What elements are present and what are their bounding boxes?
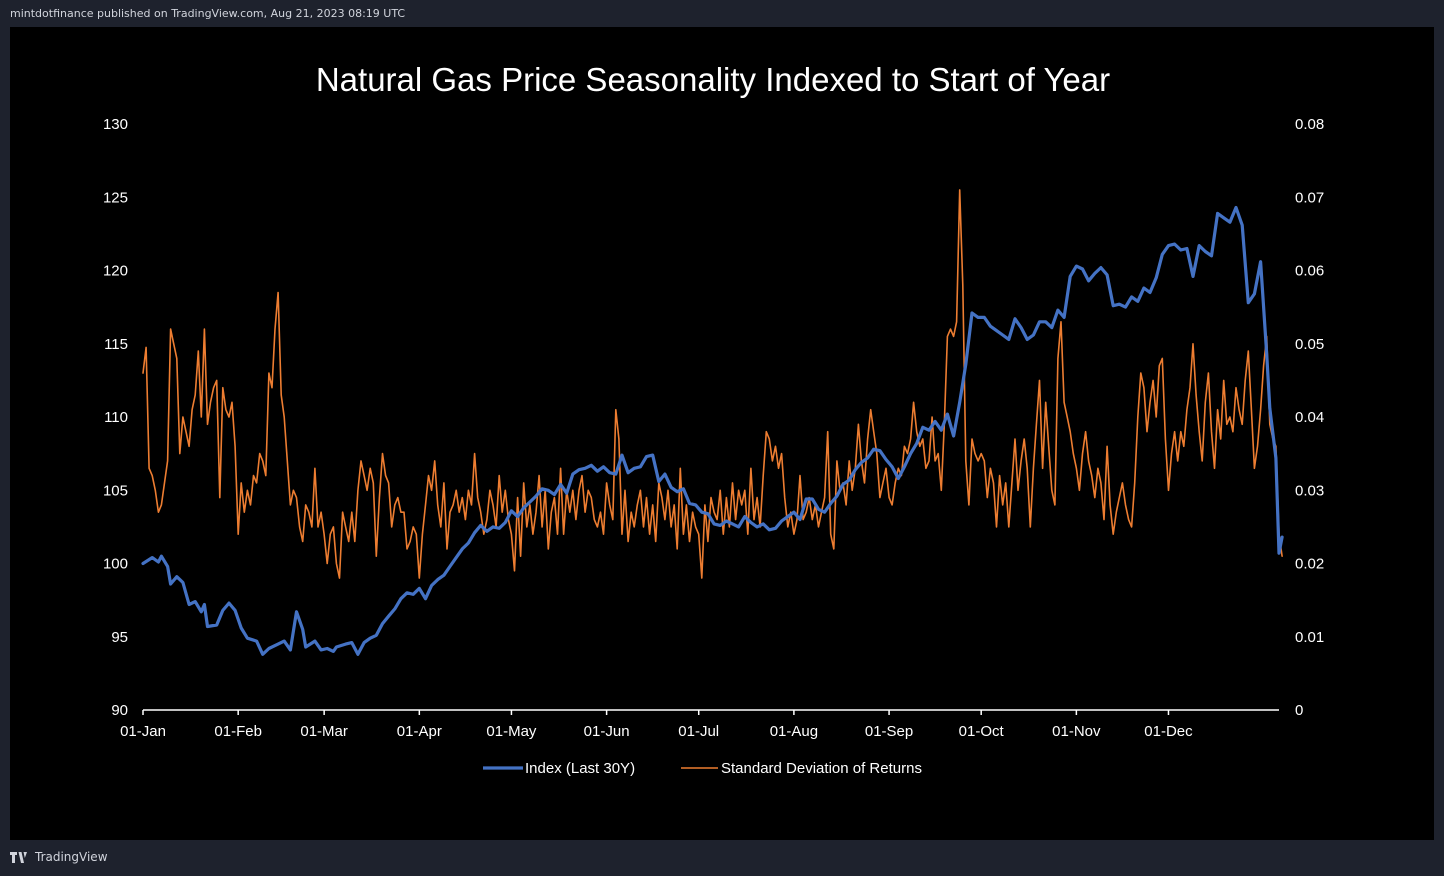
y-left-tick-label: 100 — [103, 556, 128, 573]
x-tick-label: 01-Feb — [214, 723, 262, 740]
y-right-tick-label: 0 — [1295, 702, 1303, 719]
series-line-stddev — [142, 189, 1283, 579]
y-left-tick-label: 125 — [103, 189, 128, 206]
tradingview-footer[interactable]: TradingView — [10, 850, 108, 864]
y-right-tick-label: 0.08 — [1295, 116, 1324, 133]
y-right-tick-label: 0.05 — [1295, 336, 1324, 353]
x-tick-label: 01-Apr — [397, 723, 442, 740]
x-tick-label: 01-Dec — [1144, 723, 1193, 740]
tradingview-logo-icon — [10, 851, 27, 863]
y-left-tick-label: 95 — [111, 629, 128, 646]
chart-svg: Natural Gas Price Seasonality Indexed to… — [103, 61, 1324, 777]
series-line-index — [141, 205, 1284, 656]
x-tick-label: 01-Jul — [678, 723, 719, 740]
y-left-tick-label: 115 — [104, 336, 128, 353]
y-left-tick-label: 110 — [104, 409, 128, 426]
y-left-tick-label: 90 — [111, 702, 128, 719]
chart-title: Natural Gas Price Seasonality Indexed to… — [316, 61, 1110, 98]
y-left-tick-label: 120 — [103, 263, 128, 280]
publication-header: mintdotfinance published on TradingView.… — [10, 7, 406, 20]
x-tick-label: 01-Sep — [865, 723, 913, 740]
y-right-tick-label: 0.06 — [1295, 263, 1324, 280]
x-tick-label: 01-Nov — [1052, 723, 1101, 740]
x-tick-label: 01-Jan — [120, 723, 166, 740]
legend-label-stddev: Standard Deviation of Returns — [721, 760, 922, 777]
y-right-tick-label: 0.02 — [1295, 556, 1324, 573]
legend-label-index: Index (Last 30Y) — [525, 760, 635, 777]
chart-frame: Natural Gas Price Seasonality Indexed to… — [10, 27, 1434, 840]
y-left-tick-label: 105 — [103, 482, 128, 499]
y-right-tick-label: 0.04 — [1295, 409, 1324, 426]
x-tick-label: 01-May — [486, 723, 537, 740]
tradingview-brand-label: TradingView — [35, 850, 108, 864]
y-right-tick-label: 0.03 — [1295, 482, 1324, 499]
y-left-tick-label: 130 — [103, 116, 128, 133]
y-right-tick-label: 0.01 — [1295, 629, 1324, 646]
x-tick-label: 01-Mar — [300, 723, 348, 740]
x-tick-label: 01-Aug — [770, 723, 818, 740]
x-tick-label: 01-Oct — [959, 723, 1005, 740]
y-right-tick-label: 0.07 — [1295, 189, 1324, 206]
x-tick-label: 01-Jun — [584, 723, 630, 740]
